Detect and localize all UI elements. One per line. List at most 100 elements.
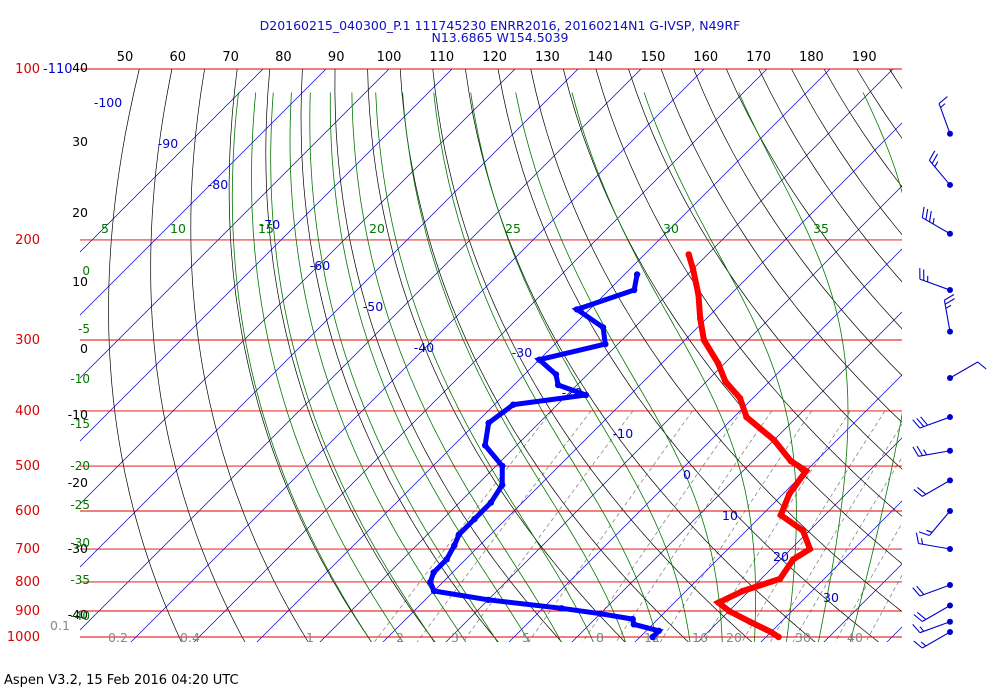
- altitude-label: 30: [72, 134, 88, 149]
- moist-adiabat-left-label: -25: [70, 498, 90, 512]
- theta-tick-label: 80: [275, 50, 292, 65]
- isotherm-line: [80, 68, 579, 568]
- moist-adiabat-line: [571, 92, 756, 642]
- temperature-trace-point: [736, 395, 744, 402]
- dewpoint-trace-point: [481, 442, 489, 449]
- mixing-ratio-label: 3: [451, 630, 459, 645]
- mixing-ratio-line: [462, 410, 634, 642]
- moist-adiabat-line: [351, 92, 562, 642]
- skewt-grid: [80, 68, 1000, 649]
- wind-barb-flag: [918, 531, 930, 537]
- isotherm-line: [382, 122, 902, 642]
- isotherm-line: [445, 185, 902, 642]
- theta-tick-label: 50: [117, 50, 134, 65]
- altitude-label: -20: [68, 475, 88, 490]
- theta-tick-label: 180: [799, 50, 824, 65]
- pressure-tick-label: 900: [15, 604, 40, 619]
- temperature-trace-point: [790, 556, 797, 563]
- wind-barb-flag: [934, 161, 939, 168]
- chart-title-line2: N13.6865 W154.5039: [431, 30, 569, 45]
- isotherm-line: [319, 68, 894, 642]
- dewpoint-trace-point: [558, 605, 565, 612]
- temperature-trace-point: [799, 527, 807, 534]
- moist-adiabat-label: 5: [101, 221, 109, 236]
- theta-tick-label: 60: [170, 50, 187, 65]
- temperature-trace-point: [689, 265, 697, 273]
- dewpoint-trace-point: [451, 542, 458, 549]
- wind-barb-staff: [922, 479, 951, 497]
- theta-tick-label: 100: [377, 50, 402, 65]
- wind-barb-flag: [916, 445, 924, 456]
- wind-barb-staff: [922, 604, 951, 622]
- dewpoint-trace-point: [471, 515, 478, 523]
- wind-barb-flag: [916, 585, 925, 595]
- temperature-trace-point: [695, 291, 702, 299]
- mixing-ratio-label: 5: [522, 630, 530, 645]
- mixing-ratio-label: 0.2: [108, 630, 128, 645]
- dry-adiabat-line: [725, 68, 902, 330]
- wind-barb-flag: [923, 449, 928, 456]
- wind-barb-flag: [925, 208, 929, 220]
- dewpoint-trace-point: [630, 621, 637, 628]
- moist-adiabat-label: 15: [258, 221, 274, 236]
- wind-barb-flag: [928, 150, 936, 161]
- wind-barb-flag: [926, 529, 933, 533]
- moist-adiabat-left-label: -35: [70, 573, 90, 587]
- moist-adiabat-line: [402, 92, 626, 642]
- moist-adiabat-line: [738, 92, 849, 642]
- theta-tick-label: 90: [328, 50, 345, 65]
- dewpoint-trace-point: [633, 271, 641, 278]
- sounding-traces: [427, 251, 814, 641]
- dry-adiabat-line: [856, 68, 902, 139]
- mixing-ratio-label: 16: [692, 630, 708, 645]
- dewpoint-trace-point: [597, 610, 604, 617]
- mixing-ratio-label: 8: [596, 630, 604, 645]
- altitude-label: 40: [72, 60, 88, 75]
- moist-adiabat-left-label: -30: [70, 536, 90, 550]
- dry-adiabat-line: [987, 69, 1000, 649]
- wind-barb-flag: [916, 417, 925, 427]
- wind-barb-flag: [913, 488, 923, 497]
- dry-adiabat-line: [791, 68, 902, 236]
- dewpoint-trace-point: [649, 633, 656, 641]
- temperature-trace-point: [725, 607, 733, 615]
- dry-adiabat-line: [108, 68, 182, 642]
- dry-adiabat-line: [823, 68, 902, 188]
- moist-adiabat-label: 30: [663, 221, 679, 236]
- dry-adiabat-line: [955, 69, 1000, 649]
- wind-barb-staff: [918, 450, 951, 457]
- isotherm-line: [80, 68, 264, 253]
- wind-barb-flag: [912, 446, 919, 457]
- temperature-trace-point: [777, 511, 784, 519]
- isotherm-label: 10: [722, 508, 738, 523]
- wind-barb-flag: [915, 532, 920, 544]
- theta-tick-label: 140: [588, 50, 613, 65]
- isotherm-line: [943, 69, 1000, 649]
- mixing-ratio-label: 0.1: [50, 618, 70, 633]
- moist-adiabat-line: [643, 92, 797, 642]
- wind-barb-staff: [938, 103, 951, 134]
- dewpoint-trace-point: [655, 627, 662, 634]
- moist-adiabat-line: [309, 92, 498, 642]
- moist-adiabat-label: 35: [813, 221, 829, 236]
- chart-title-line1: D20160215_040300_P.1 111745230 ENRR2016,…: [259, 18, 741, 33]
- moist-adiabat-label: 25: [505, 221, 521, 236]
- wind-barb-flag: [920, 538, 924, 545]
- isotherm-line: [80, 68, 453, 442]
- isotherm-line: [80, 68, 516, 505]
- isotherm-label: -90: [158, 136, 178, 151]
- temperature-trace-point: [746, 618, 753, 625]
- dry-adiabat-line: [399, 68, 689, 642]
- moist-adiabat-label: 10: [170, 221, 186, 236]
- mixing-ratio-line: [582, 410, 742, 642]
- dewpoint-trace-point: [485, 419, 492, 427]
- isotherm-label: -70: [260, 217, 280, 232]
- footer-text: Aspen V3.2, 15 Feb 2016 04:20 UTC: [4, 673, 239, 688]
- dry-adiabat-line: [228, 68, 372, 642]
- wind-barb-flag: [912, 624, 921, 634]
- theta-tick-label: 120: [482, 50, 507, 65]
- dewpoint-trace-point: [487, 499, 495, 506]
- isotherm-label: 20: [773, 549, 789, 564]
- isotherm-line: [823, 563, 902, 642]
